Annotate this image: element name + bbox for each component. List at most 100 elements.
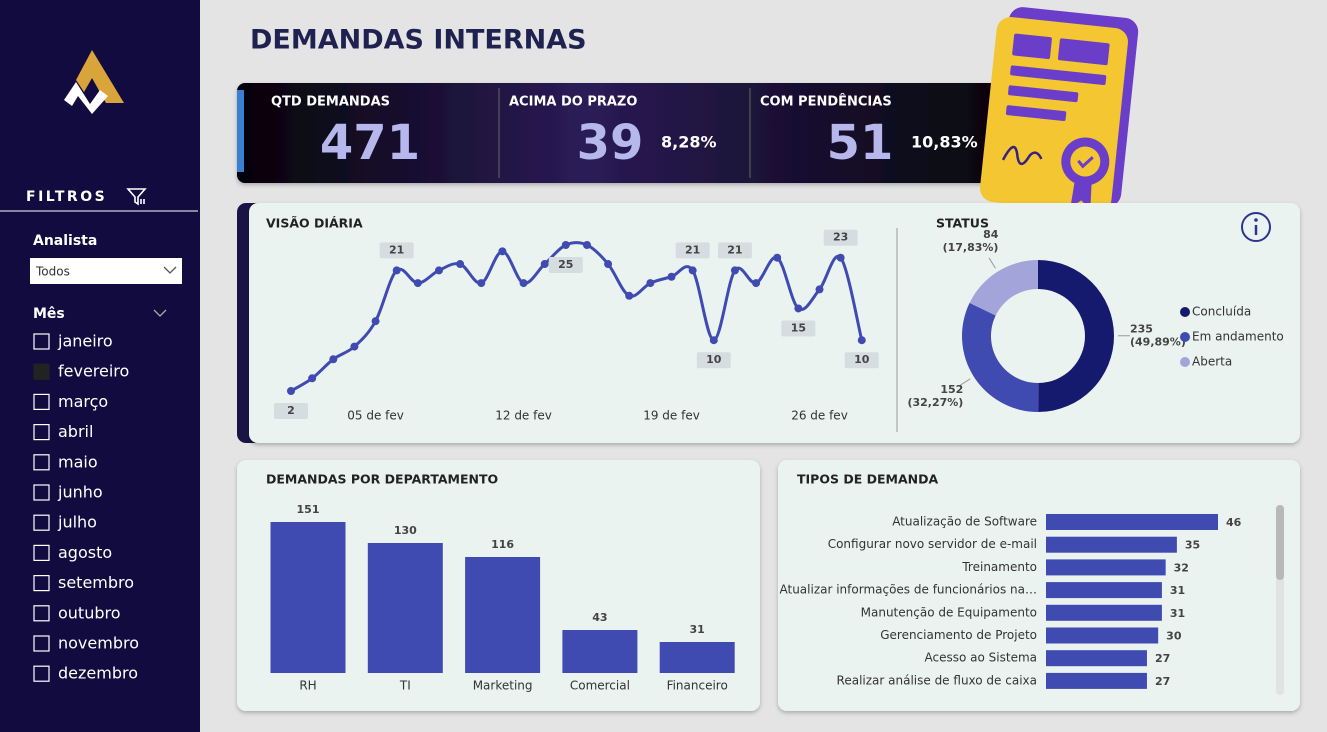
point [371,317,380,326]
month-option: julho [57,513,97,532]
bar [465,557,541,673]
info-icon[interactable] [1241,212,1271,242]
data-label: 10 [706,353,722,366]
kpi-share: 8,28% [661,133,717,152]
data-label: 152 (32,27%) [907,383,963,409]
label-box [717,242,752,259]
y-tick-label: Gerenciamento de Projeto [880,628,1037,642]
point [773,253,782,262]
x-tick-label: RH [299,679,316,693]
y-tick-label: Manutenção de Equipamento [861,605,1037,619]
card-title: DEMANDAS POR DEPARTAMENTO [266,472,498,487]
card-title: TIPOS DE DEMANDA [797,472,938,487]
filters-title: FILTROS [26,189,107,205]
data-label: 10 [854,353,870,366]
bar [659,642,735,673]
data-label: 21 [727,243,742,256]
point [287,387,295,395]
kpi-value: 51 [827,115,894,171]
month-checkbox[interactable] [33,393,50,410]
month-checkbox[interactable] [33,574,50,592]
bar [1046,514,1218,530]
month-checkbox[interactable] [33,333,50,350]
data-label: 32 [1174,561,1189,574]
x-tick-label: Financeiro [667,679,728,693]
point [752,279,761,288]
kpi-label: QTD DEMANDAS [271,95,390,110]
month-checkbox[interactable] [33,424,50,441]
legend-swatch [1180,357,1190,367]
analyst-dropdown[interactable] [30,258,182,284]
month-checkbox[interactable] [33,635,50,652]
analyst-value: Todos [35,265,70,279]
document-illustration [980,7,1139,214]
month-label: Mês [33,306,65,322]
data-label: 31 [1170,584,1185,597]
analyst-label: Analista [33,233,97,249]
bar [1046,604,1162,621]
point [625,291,634,300]
point [582,241,591,249]
legend-label: Aberta [1192,355,1232,369]
data-label: 25 [558,258,573,271]
month-checkbox[interactable] [33,363,50,380]
data-label: 31 [690,623,705,636]
bar [562,630,638,673]
bar [1046,559,1166,576]
bar [1046,672,1147,689]
point [604,260,613,269]
month-checkbox[interactable] [33,605,50,622]
label-box [823,229,858,246]
point [456,260,465,269]
point [815,285,824,294]
point [540,260,549,269]
donut-slice [961,302,1039,413]
data-label: 46 [1226,516,1242,529]
point [477,279,486,288]
label-box [675,242,710,259]
point [836,253,845,262]
x-tick-label: 19 de fev [643,409,700,423]
month-checkbox[interactable] [33,484,50,501]
scrollbar-thumb[interactable] [1276,505,1284,580]
bar [1046,627,1159,644]
data-label: 84 (17,83%) [943,228,999,254]
month-checkbox[interactable] [33,665,50,682]
data-label: 21 [389,243,404,256]
leader-line [988,257,996,269]
y-tick-label: Acesso ao Sistema [925,651,1037,665]
label-box [379,242,414,259]
point [857,336,866,345]
label-box [844,352,879,369]
bar [367,543,443,673]
month-chevron[interactable] [153,309,167,317]
kpi-value: 471 [320,115,420,171]
data-label: 130 [394,524,417,537]
legend-label: Em andamento [1192,330,1284,344]
kpi-label: ACIMA DO PRAZO [509,95,637,110]
kpi-value: 39 [577,115,644,171]
point [308,374,317,383]
bar [1046,536,1177,553]
x-tick-label: 12 de fev [495,409,552,423]
month-option: março [58,392,108,411]
month-list: janeiro fevereiro março abril maio junho julho… [33,332,139,683]
line [290,241,864,393]
logo [64,50,124,114]
data-label: 31 [1170,607,1185,620]
month-option: junho [57,483,103,502]
month-checkbox[interactable] [33,544,50,562]
point [709,336,718,345]
data-label: 21 [685,243,700,256]
label-box [548,257,583,273]
month-checkbox[interactable] [33,514,50,531]
month-checkbox[interactable] [33,454,50,471]
point [519,279,528,288]
point [561,241,570,249]
label-box [696,352,731,369]
filter-icon[interactable] [126,188,147,206]
card-title: STATUS [936,216,989,231]
month-option: fevereiro [58,362,129,381]
month-option: abril [58,422,93,441]
